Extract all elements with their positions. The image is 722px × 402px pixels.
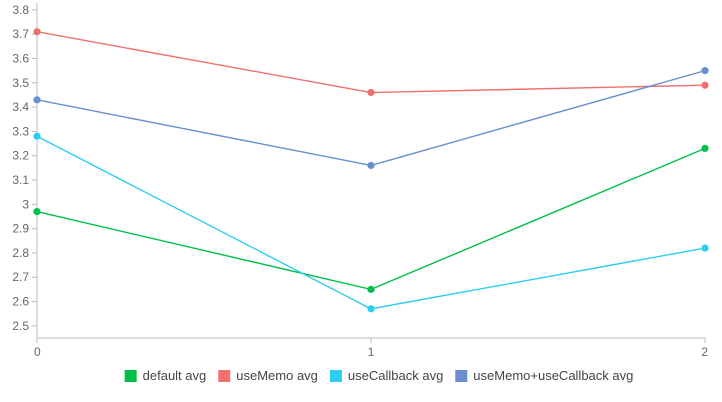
- legend-swatch: [124, 370, 137, 382]
- legend-item[interactable]: useMemo avg: [218, 368, 318, 383]
- data-point[interactable]: [701, 244, 709, 252]
- y-tick-label: 3.4: [12, 100, 29, 114]
- y-tick-label: 3.6: [12, 51, 29, 65]
- y-tick-label: 2.9: [12, 222, 29, 236]
- y-tick-label: 3.5: [12, 76, 29, 90]
- x-tick-label: 0: [34, 345, 41, 359]
- y-tick-label: 3.7: [12, 27, 29, 41]
- y-tick-label: 2.8: [12, 246, 29, 260]
- legend: default avg useMemo avg useCallback avg use…: [124, 368, 633, 383]
- legend-label: default avg: [143, 368, 207, 383]
- data-point[interactable]: [701, 81, 709, 89]
- data-point[interactable]: [367, 161, 375, 170]
- legend-item[interactable]: default avg: [124, 368, 207, 383]
- legend-swatch: [329, 370, 342, 382]
- y-tick-label: 2.5: [12, 319, 29, 333]
- legend-item[interactable]: useCallback avg: [329, 368, 443, 383]
- series-2: [33, 28, 709, 97]
- data-point[interactable]: [367, 305, 375, 313]
- legend-item[interactable]: useMemo+useCallback avg: [455, 368, 633, 383]
- series-lines: [33, 28, 709, 313]
- series-1: [33, 144, 709, 293]
- data-point[interactable]: [367, 285, 375, 293]
- legend-label: useMemo avg: [236, 368, 318, 383]
- y-tick-label: 3.2: [12, 149, 29, 163]
- axes: 2.5 2.6 2.7 2.8 2.9 3 3.1 3.2 3.3 3.4 3.5 3.6 3.7 3.8…: [12, 3, 708, 359]
- y-tick-label: 3.1: [12, 173, 29, 187]
- legend-label: useMemo+useCallback avg: [473, 368, 633, 383]
- series-line: [36, 147, 706, 291]
- data-point[interactable]: [701, 144, 709, 153]
- legend-swatch: [218, 370, 231, 382]
- y-tick-label: 2.7: [12, 270, 29, 284]
- legend-swatch: [455, 370, 468, 382]
- y-tick-label: 2.6: [12, 295, 29, 309]
- data-point[interactable]: [33, 208, 41, 216]
- series-3: [33, 132, 709, 313]
- data-point[interactable]: [701, 67, 709, 75]
- series-line: [36, 31, 706, 94]
- y-tick-label: 3.3: [12, 124, 29, 138]
- data-point[interactable]: [33, 28, 41, 36]
- y-tick-label: 3: [22, 197, 29, 211]
- x-tick-label: 1: [368, 345, 375, 359]
- series-line: [36, 69, 706, 167]
- series-4: [33, 67, 709, 170]
- legend-label: useCallback avg: [348, 368, 443, 383]
- data-point[interactable]: [33, 96, 41, 104]
- x-tick-label: 2: [701, 345, 708, 359]
- data-point[interactable]: [33, 132, 41, 140]
- y-tick-label: 3.8: [12, 3, 29, 17]
- data-point[interactable]: [367, 88, 375, 97]
